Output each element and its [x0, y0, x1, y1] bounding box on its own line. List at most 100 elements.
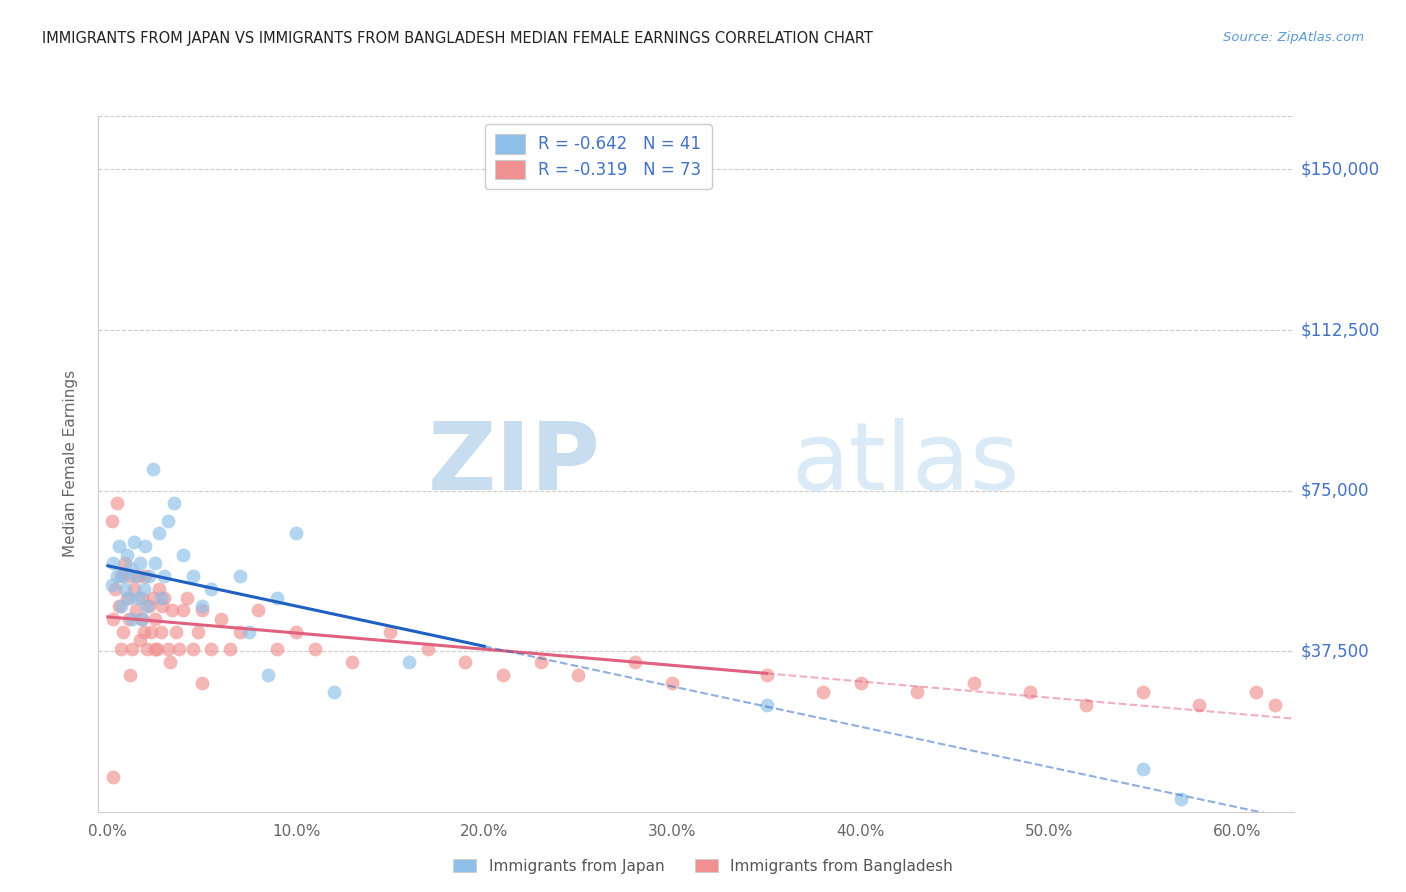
Point: [139, 624, 162, 639]
Text: $37,500: $37,500: [1301, 642, 1369, 660]
Point: [148, 582, 170, 596]
Point: [111, 624, 134, 639]
Point: [127, 591, 149, 605]
Point: [143, 642, 166, 657]
Point: [1076, 698, 1098, 712]
Point: [134, 539, 156, 553]
Point: [103, 557, 125, 571]
Point: [105, 496, 128, 510]
Point: [905, 685, 928, 699]
Point: [128, 557, 150, 571]
Point: [169, 642, 191, 657]
Point: [962, 676, 984, 690]
Point: [1244, 685, 1267, 699]
Point: [114, 582, 136, 596]
Point: [159, 655, 181, 669]
Point: [132, 624, 155, 639]
Point: [136, 599, 159, 614]
Point: [1264, 698, 1286, 712]
Text: Source: ZipAtlas.com: Source: ZipAtlas.com: [1223, 31, 1364, 45]
Point: [181, 642, 204, 657]
Point: [110, 599, 132, 614]
Text: $150,000: $150,000: [1301, 161, 1379, 178]
Text: ZIP: ZIP: [427, 417, 600, 510]
Text: $112,500: $112,500: [1301, 321, 1379, 339]
Point: [398, 655, 420, 669]
Point: [103, 612, 125, 626]
Point: [266, 591, 288, 605]
Point: [131, 591, 153, 605]
Point: [122, 582, 145, 596]
Point: [285, 526, 308, 541]
Point: [181, 569, 204, 583]
Point: [111, 569, 134, 583]
Point: [120, 569, 142, 583]
Point: [120, 667, 142, 681]
Text: $75,000: $75,000: [1301, 482, 1369, 500]
Point: [623, 655, 645, 669]
Point: [228, 624, 250, 639]
Point: [342, 655, 364, 669]
Point: [153, 569, 176, 583]
Point: [266, 642, 288, 657]
Point: [108, 539, 131, 553]
Point: [122, 535, 145, 549]
Point: [152, 599, 174, 614]
Point: [136, 642, 159, 657]
Point: [285, 624, 308, 639]
Point: [200, 582, 222, 596]
Point: [209, 612, 232, 626]
Point: [530, 655, 553, 669]
Point: [1132, 685, 1154, 699]
Point: [172, 603, 194, 617]
Point: [661, 676, 683, 690]
Point: [304, 642, 326, 657]
Point: [191, 599, 214, 614]
Legend: R = -0.642   N = 41, R = -0.319   N = 73: R = -0.642 N = 41, R = -0.319 N = 73: [485, 124, 711, 189]
Point: [238, 624, 260, 639]
Point: [378, 624, 401, 639]
Point: [149, 591, 172, 605]
Point: [157, 642, 180, 657]
Point: [247, 603, 270, 617]
Legend: Immigrants from Japan, Immigrants from Bangladesh: Immigrants from Japan, Immigrants from B…: [447, 853, 959, 880]
Point: [160, 603, 183, 617]
Point: [131, 612, 153, 626]
Point: [132, 582, 155, 596]
Point: [219, 642, 242, 657]
Point: [115, 591, 138, 605]
Text: atlas: atlas: [792, 417, 1019, 510]
Point: [103, 771, 125, 785]
Point: [121, 612, 143, 626]
Point: [1132, 762, 1154, 776]
Point: [134, 569, 156, 583]
Point: [1188, 698, 1211, 712]
Point: [125, 569, 148, 583]
Point: [120, 560, 142, 574]
Point: [200, 642, 222, 657]
Point: [811, 685, 834, 699]
Point: [416, 642, 439, 657]
Point: [142, 591, 165, 605]
Point: [108, 599, 131, 614]
Point: [110, 642, 132, 657]
Point: [191, 676, 214, 690]
Point: [110, 569, 132, 583]
Point: [567, 667, 589, 681]
Point: [115, 548, 138, 562]
Point: [755, 698, 778, 712]
Point: [256, 667, 278, 681]
Point: [145, 642, 167, 657]
Point: [148, 526, 170, 541]
Point: [1019, 685, 1042, 699]
Point: [127, 569, 149, 583]
Point: [131, 612, 153, 626]
Point: [454, 655, 477, 669]
Point: [104, 582, 127, 596]
Point: [187, 624, 209, 639]
Point: [191, 603, 214, 617]
Point: [849, 676, 872, 690]
Point: [149, 624, 172, 639]
Point: [138, 569, 160, 583]
Point: [228, 569, 250, 583]
